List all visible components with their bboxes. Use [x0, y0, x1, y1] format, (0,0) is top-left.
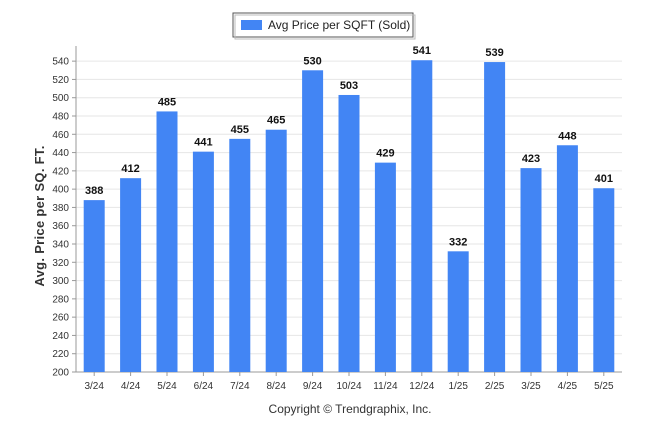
- bar-1-25: [447, 251, 469, 372]
- x-tick-label: 6/24: [194, 381, 214, 392]
- data-label: 441: [194, 137, 212, 149]
- legend-box: [232, 12, 414, 38]
- x-tick-label: 12/24: [409, 381, 434, 392]
- y-tick-label: 240: [52, 331, 69, 342]
- data-label: 429: [376, 148, 394, 160]
- bar-8-24: [265, 129, 287, 372]
- axes: 200 220 240 260 280 300 320 340 360 380 400 420 440 4…: [52, 46, 622, 392]
- bar-4-24: [120, 178, 142, 372]
- y-tick-label: 520: [52, 75, 69, 86]
- data-label: 530: [303, 55, 321, 67]
- data-label: 401: [595, 173, 613, 185]
- bar-5-25: [593, 188, 615, 372]
- y-axis-label: Avg. Price per SQ. FT.: [32, 145, 47, 286]
- bar-12-24: [411, 60, 433, 372]
- y-tick-label: 420: [52, 166, 69, 177]
- data-label: 388: [85, 185, 103, 197]
- legend-label: Avg Price per SQFT (Sold): [268, 18, 410, 32]
- x-tick-label: 3/25: [521, 381, 541, 392]
- y-tick-label: 400: [52, 185, 69, 196]
- y-tick-label: 460: [52, 130, 69, 141]
- x-tick-label: 8/24: [266, 381, 286, 392]
- y-tick-label: 500: [52, 93, 69, 104]
- y-tick-label: 280: [52, 294, 69, 305]
- y-tick-label: 360: [52, 221, 69, 232]
- y-tick-label: 260: [52, 313, 69, 324]
- data-labels: 388 412 485 441 455 465 530 503 429 541 332 539 423 4…: [85, 45, 613, 248]
- bar-3-24: [83, 200, 105, 372]
- bar-7-24: [229, 138, 251, 372]
- legend-shadow: [234, 14, 416, 40]
- y-tick-label: 380: [52, 203, 69, 214]
- bars: [83, 60, 615, 373]
- y-tick-label: 540: [52, 57, 69, 68]
- y-tick-label: 220: [52, 349, 69, 360]
- data-label: 455: [231, 124, 249, 136]
- y-tick-label: 440: [52, 148, 69, 159]
- x-tick-label: 5/24: [157, 381, 177, 392]
- x-tick-label: 3/24: [84, 381, 104, 392]
- legend: Avg Price per SQFT (Sold): [232, 12, 416, 40]
- y-tick-label: 320: [52, 258, 69, 269]
- y-tick-label: 340: [52, 240, 69, 251]
- bar-10-24: [338, 94, 360, 372]
- bar-6-24: [192, 151, 214, 372]
- data-label: 539: [485, 47, 503, 59]
- x-tick-label: 10/24: [336, 381, 361, 392]
- data-label: 541: [413, 45, 431, 57]
- data-label: 465: [267, 115, 285, 127]
- y-tick-label: 300: [52, 276, 69, 287]
- y-tick-label: 200: [52, 368, 69, 379]
- data-label: 503: [340, 80, 358, 92]
- x-tick-label: 1/25: [448, 381, 468, 392]
- x-tick-label: 9/24: [303, 381, 323, 392]
- bar-2-25: [484, 62, 506, 373]
- bar-3-25: [520, 168, 542, 372]
- x-tick-label: 4/25: [558, 381, 578, 392]
- bar-9-24: [302, 70, 324, 373]
- x-tick-label: 2/25: [485, 381, 505, 392]
- y-tick-label: 480: [52, 112, 69, 123]
- bar-5-24: [156, 111, 178, 372]
- bar-4-25: [556, 145, 578, 372]
- x-tick-label: 11/24: [373, 381, 398, 392]
- data-label: 485: [158, 96, 176, 108]
- x-tick-label: 7/24: [230, 381, 250, 392]
- legend-swatch: [241, 20, 262, 30]
- x-tick-label: 4/24: [121, 381, 141, 392]
- copyright-footer: Copyright © Trendgraphix, Inc.: [269, 402, 432, 416]
- data-label: 412: [121, 163, 139, 175]
- data-label: 332: [449, 236, 467, 248]
- bar-11-24: [374, 162, 396, 372]
- x-tick-label: 5/25: [594, 381, 614, 392]
- data-label: 448: [558, 130, 576, 142]
- data-label: 423: [522, 153, 540, 165]
